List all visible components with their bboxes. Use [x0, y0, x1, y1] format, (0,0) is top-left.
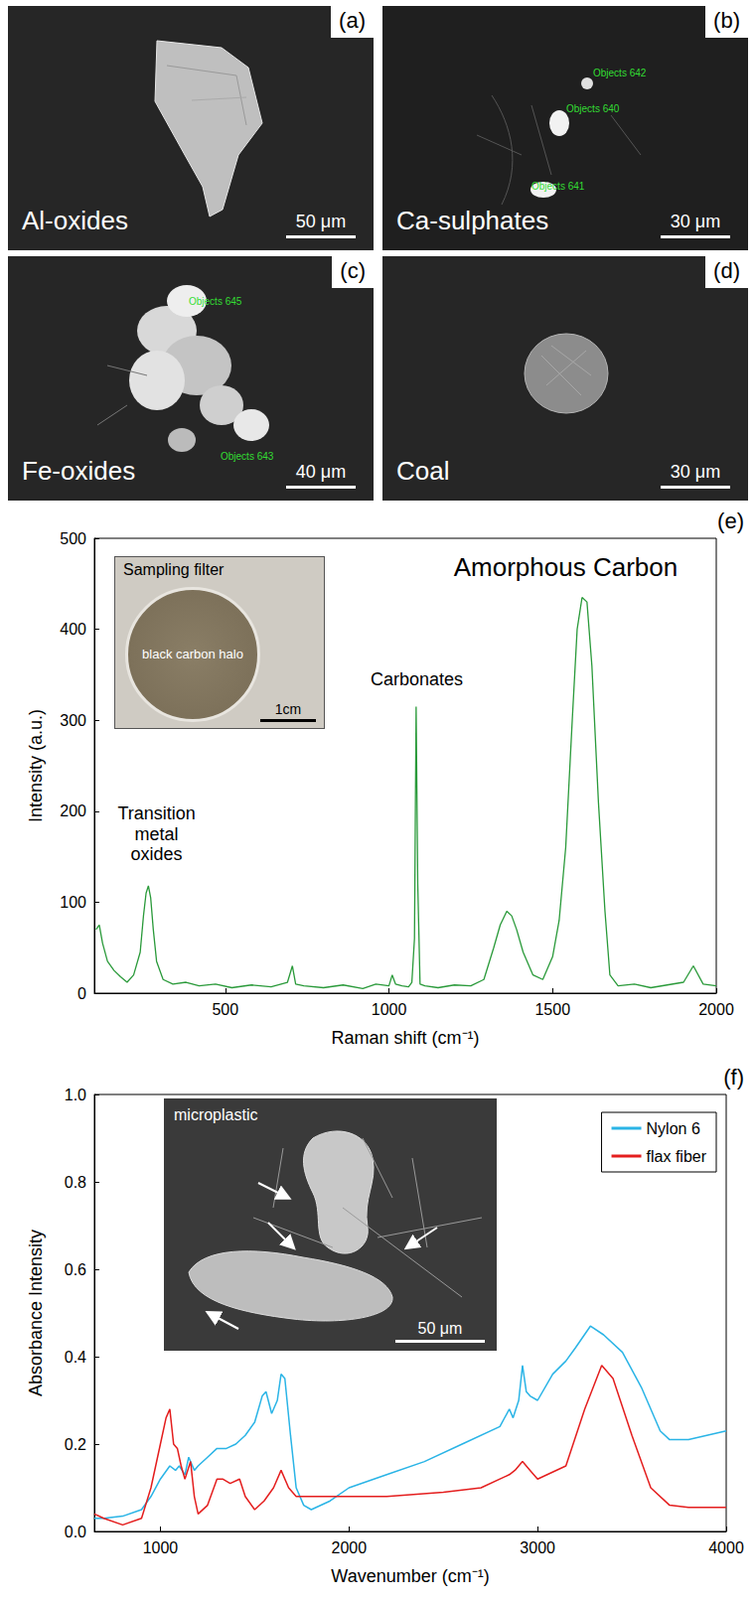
svg-text:0.6: 0.6 [64, 1261, 87, 1279]
html-text:Fe-oxides: Fe-oxides [21, 455, 136, 486]
svg-text:0.8: 0.8 [64, 1174, 87, 1192]
html-text:30 μm: 30 μm [670, 211, 721, 232]
svg-text:0: 0 [77, 985, 87, 1003]
html-text:(c): (c) [340, 258, 366, 284]
svg-text:Absorbance Intensity: Absorbance Intensity [25, 1229, 46, 1397]
html-text:Objects 643: Objects 643 [220, 451, 274, 462]
html-text:Al-oxides: Al-oxides [21, 205, 129, 236]
svg-text:0.4: 0.4 [64, 1349, 87, 1366]
svg-text:2000: 2000 [698, 1001, 735, 1019]
html-text:50 μm: 50 μm [295, 211, 346, 232]
html-text:Objects 642: Objects 642 [593, 67, 647, 79]
html-text:Objects 645: Objects 645 [188, 296, 242, 307]
svg-text:Amorphous Carbon: Amorphous Carbon [453, 552, 678, 583]
html-text:(d): (d) [713, 258, 741, 284]
svg-text:500: 500 [59, 530, 87, 548]
svg-text:0.0: 0.0 [64, 1523, 87, 1541]
html-text:Objects 640: Objects 640 [566, 103, 620, 115]
html-text:microplastic: microplastic [173, 1106, 258, 1124]
html-text:(e): (e) [717, 508, 745, 534]
html-text:(b): (b) [713, 7, 741, 33]
svg-text:1500: 1500 [534, 1001, 571, 1019]
svg-text:2000: 2000 [331, 1539, 368, 1557]
svg-text:3000: 3000 [519, 1539, 556, 1557]
svg-text:oxides: oxides [131, 844, 183, 865]
svg-text:400: 400 [59, 620, 87, 638]
html-text:30 μm: 30 μm [670, 461, 721, 482]
svg-text:1000: 1000 [371, 1001, 408, 1019]
html-text:40 μm: 40 μm [295, 461, 346, 482]
svg-text:Carbonates: Carbonates [370, 669, 463, 690]
html-text:Ca-sulphates: Ca-sulphates [396, 205, 549, 236]
svg-text:1.0: 1.0 [64, 1086, 87, 1104]
html-text:(f): (f) [723, 1064, 745, 1090]
html-text:Objects 641: Objects 641 [531, 180, 585, 192]
html-text:Sampling filter: Sampling filter [123, 561, 224, 579]
svg-text:100: 100 [59, 894, 87, 911]
svg-text:metal: metal [135, 824, 179, 845]
html-text:black carbon halo: black carbon halo [142, 646, 244, 662]
svg-text:Wavenumber (cm⁻¹): Wavenumber (cm⁻¹) [330, 1566, 489, 1587]
svg-text:Transition: Transition [117, 803, 195, 824]
svg-text:0.2: 0.2 [64, 1436, 87, 1454]
svg-text:200: 200 [59, 802, 87, 820]
svg-text:flax fiber: flax fiber [646, 1148, 708, 1166]
svg-text:1000: 1000 [143, 1539, 179, 1557]
html-text:1cm: 1cm [274, 701, 302, 718]
html-text:(a): (a) [338, 7, 366, 33]
html-text:50 μm: 50 μm [417, 1320, 463, 1338]
svg-text:Raman shift (cm⁻¹): Raman shift (cm⁻¹) [330, 1028, 479, 1049]
svg-text:500: 500 [211, 1001, 239, 1019]
html-text:Coal: Coal [396, 455, 450, 486]
svg-text:Nylon 6: Nylon 6 [646, 1120, 701, 1138]
svg-text:300: 300 [59, 712, 87, 730]
svg-text:4000: 4000 [708, 1539, 745, 1557]
svg-text:Intensity (a.u.): Intensity (a.u.) [25, 709, 46, 823]
